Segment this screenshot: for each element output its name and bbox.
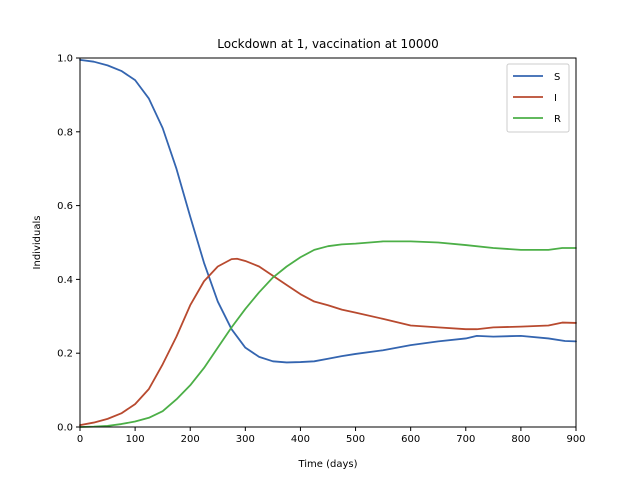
x-axis-label: Time (days)	[297, 459, 357, 470]
x-tick-label: 500	[346, 434, 365, 445]
x-tick-label: 300	[236, 434, 255, 445]
y-tick-label: 1.0	[57, 54, 73, 65]
x-tick-label: 700	[456, 434, 475, 445]
x-tick-label: 100	[126, 434, 145, 445]
y-tick-label: 0.2	[57, 349, 73, 360]
y-axis-label: Individuals	[32, 216, 43, 270]
y-tick-label: 0.4	[57, 275, 73, 286]
x-tick-label: 200	[181, 434, 200, 445]
series-line-i	[79, 257, 577, 427]
legend-label-s: S	[554, 72, 560, 83]
x-tick-label: 400	[291, 434, 310, 445]
legend-label-i: I	[554, 93, 557, 104]
legend-box	[506, 63, 570, 133]
series-line-r	[79, 240, 577, 428]
y-axis: 0.0 0.2 0.4 0.6 0.8 1.0	[57, 54, 80, 434]
legend-label-r: R	[554, 114, 561, 125]
y-tick-label: 0.8	[57, 127, 73, 138]
x-tick-label: 800	[511, 434, 530, 445]
series-line-s	[79, 58, 577, 364]
plot-lines	[79, 58, 577, 428]
y-tick-label: 0.0	[57, 423, 73, 434]
y-tick-label: 0.6	[57, 201, 73, 212]
x-tick-label: 600	[401, 434, 420, 445]
x-axis: 0 100 200 300 400 500 600 700 800 900	[77, 427, 586, 445]
x-tick-label: 0	[77, 434, 83, 445]
plot-frame	[79, 57, 577, 428]
chart-title: Lockdown at 1, vaccination at 10000	[217, 37, 438, 51]
x-tick-label: 900	[566, 434, 585, 445]
legend: SIR	[506, 63, 570, 133]
